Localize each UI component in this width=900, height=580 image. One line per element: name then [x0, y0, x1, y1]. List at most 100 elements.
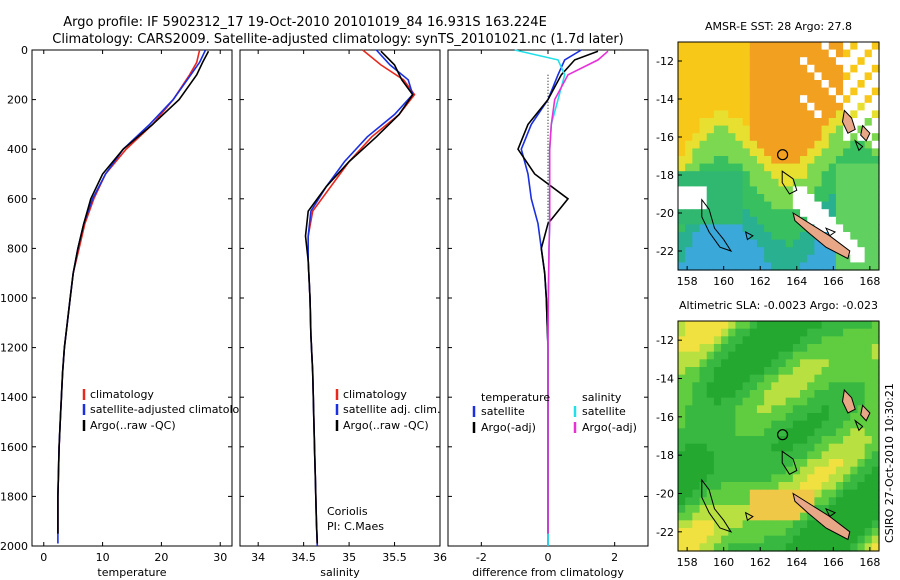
sla_map-cell [807, 466, 815, 475]
sst_map-cell [835, 140, 844, 149]
sla-map-panel: 158 160 162 164 166 168-12-14-16-18-20-22Alti… [656, 299, 880, 569]
sla_map-cell [857, 382, 866, 391]
sla_map-cell [735, 321, 744, 330]
sla_map-cell [735, 328, 744, 337]
sla_map-cell [850, 344, 859, 353]
sla_map-cell [871, 374, 880, 383]
sla_map-cell [706, 443, 715, 452]
sla_map-cell [706, 497, 715, 506]
sst_map-cell [721, 140, 729, 149]
sst_map-cell [807, 64, 815, 73]
sla_map-cell [814, 459, 823, 468]
temperature-legend-label: satellite-adjusted climatology [90, 403, 253, 416]
sla_map-cell [835, 397, 844, 406]
sla_map-cell [864, 512, 873, 521]
sst_map-cell [692, 163, 701, 172]
sst_map-cell [857, 95, 866, 104]
sla_map-cell [685, 497, 693, 506]
sla_map-cell [706, 474, 715, 483]
sst_map-cell [713, 171, 722, 180]
sst_map-cell [728, 163, 737, 172]
sla_map-cell [792, 528, 801, 537]
sla_map-cell [735, 443, 744, 452]
sst_map-cell [692, 239, 701, 248]
temperature-xlabel: temperature [97, 566, 166, 579]
sla_map-cell [699, 328, 708, 337]
sla_map-cell [814, 374, 823, 383]
sst_map-ytick-label: -16 [656, 131, 674, 144]
sst_map-cell [685, 49, 693, 58]
sst_map-cell [800, 232, 808, 241]
sla_map-cell [699, 413, 708, 422]
sla_map-cell [843, 482, 851, 491]
sla_map-cell [814, 474, 823, 483]
sst_map-cell [735, 178, 744, 187]
sla_map-cell [771, 428, 780, 437]
sla_map-cell [807, 397, 815, 406]
sla_map-cell [864, 351, 873, 360]
sst_map-cell [792, 72, 801, 81]
sst_map-cell [749, 140, 758, 149]
sst_map-cell [843, 163, 851, 172]
sst_map-cell [742, 201, 751, 210]
sla_map-cell [756, 413, 765, 422]
sla_map-cell [735, 390, 744, 399]
sla_map-cell [871, 459, 880, 468]
sla_map-cell [692, 474, 701, 483]
sst_map-cell [735, 163, 744, 172]
sst_map-cell [814, 209, 823, 218]
sla_map-cell [857, 374, 866, 383]
sst_map-cell [699, 201, 708, 210]
sla_map-cell [843, 374, 851, 383]
sst_map-cell [692, 156, 701, 165]
sst_map-cell [678, 49, 686, 58]
sst_map-cell [713, 148, 722, 157]
sst_map-cell [685, 125, 693, 134]
sst_map-cell [807, 239, 815, 248]
sst_map-cell [792, 95, 801, 104]
sst_map-cell [749, 239, 758, 248]
sst_map-cell [749, 118, 758, 127]
sst_map-cell [721, 102, 729, 111]
sla_map-cell [771, 413, 780, 422]
sla_map-cell [699, 535, 708, 544]
sla_map-cell [785, 497, 794, 506]
depth-tick-label: 2000 [0, 540, 28, 553]
sst_map-cell [814, 72, 823, 81]
sla_map-cell [843, 535, 851, 544]
sst_map-cell [800, 254, 808, 263]
sst_map-cell [699, 64, 708, 73]
sst_map-cell [749, 232, 758, 241]
sst_map-cell [699, 72, 708, 81]
sst_map-cell [778, 224, 787, 233]
sst_map-cell [857, 247, 866, 256]
sla_map-cell [678, 520, 686, 529]
sst_map-cell [864, 133, 873, 142]
sst_map-cell [756, 201, 765, 210]
sst_map-cell [756, 87, 765, 96]
sla_map-cell [792, 328, 801, 337]
sst_map-cell [749, 156, 758, 165]
sst_map-cell [728, 87, 737, 96]
sst_map-cell [685, 72, 693, 81]
sla_map-cell [828, 443, 837, 452]
sst_map-cell [764, 72, 772, 81]
sla_map-cell [800, 328, 808, 337]
sla_map-cell [749, 474, 758, 483]
sst_map-cell [706, 254, 715, 263]
sla_map-cell [692, 321, 701, 330]
sla_map-cell [864, 328, 873, 337]
sla_map-cell [771, 474, 780, 483]
sla_map-cell [792, 443, 801, 452]
sst_map-cell [742, 118, 751, 127]
sst_map-xtick-label: 166 [823, 275, 844, 288]
sst_map-cell [821, 247, 830, 256]
sla_map-cell [699, 505, 708, 514]
sla_map-cell [771, 344, 780, 353]
sla_map-cell [685, 374, 693, 383]
sla_map-cell [728, 512, 737, 521]
sst_map-cell [843, 102, 851, 111]
sst_map-cell [821, 110, 830, 119]
sst_map-cell [706, 57, 715, 66]
sla_map-cell [864, 497, 873, 506]
